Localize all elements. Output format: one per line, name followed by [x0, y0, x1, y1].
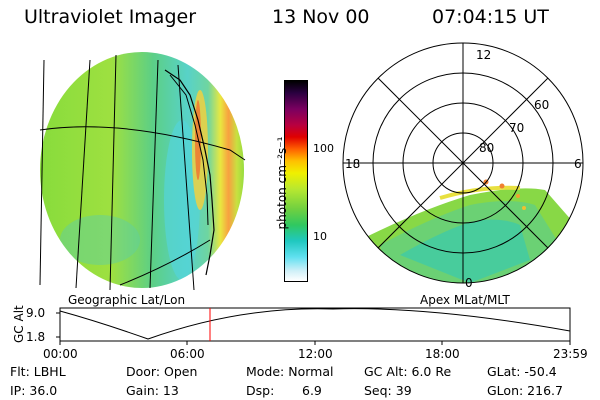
info-gc-alt: GC Alt: 6.0 Re	[364, 364, 452, 379]
info-glat: GLat: -50.4	[487, 364, 557, 379]
info-door: Door: Open	[126, 364, 198, 379]
colorbar-tick-100: 100	[313, 142, 334, 155]
time-label: 07:04:15 UT	[432, 6, 549, 28]
mlt-label-18: 18	[345, 157, 361, 171]
timeline-x-tick-1800: 18:00	[425, 347, 460, 361]
info-dsp-value: 6.9	[302, 383, 322, 398]
mlat-label-80: 80	[479, 141, 495, 155]
info-gain: Gain: 13	[126, 383, 179, 398]
mlt-label-12: 12	[476, 48, 492, 62]
mlat-label-70: 70	[509, 121, 525, 135]
timeline-y-label: GC Alt	[12, 305, 26, 343]
colorbar	[284, 80, 308, 282]
left-panel-caption: Geographic Lat/Lon	[68, 293, 186, 307]
date-label: 13 Nov 00	[272, 6, 370, 28]
timeline-x-tick-1200: 12:00	[298, 347, 333, 361]
instrument-title: Ultraviolet Imager	[24, 6, 197, 28]
timeline-y-tick-low: 1.8	[26, 330, 46, 344]
colorbar-tick-10: 10	[313, 230, 327, 243]
info-seq: Seq: 39	[364, 383, 412, 398]
mlat-label-60: 60	[534, 98, 550, 112]
info-mode: Mode: Normal	[246, 364, 334, 379]
mlt-label-6: 6	[574, 157, 582, 171]
info-dsp-label: Dsp:	[246, 383, 275, 398]
timeline-x-tick-2359: 23:59	[553, 347, 588, 361]
mlt-label-0: 0	[465, 276, 473, 290]
info-filter: Flt: LBHL	[10, 364, 66, 379]
timeline-x-tick-0000: 00:00	[43, 347, 78, 361]
info-ip: IP: 36.0	[10, 383, 58, 398]
info-glon: GLon: 216.7	[487, 383, 563, 398]
right-panel-caption: Apex MLat/MLT	[420, 293, 510, 307]
timeline-x-tick-0600: 06:00	[170, 347, 205, 361]
timeline-y-tick-high: 9.0	[26, 306, 46, 320]
